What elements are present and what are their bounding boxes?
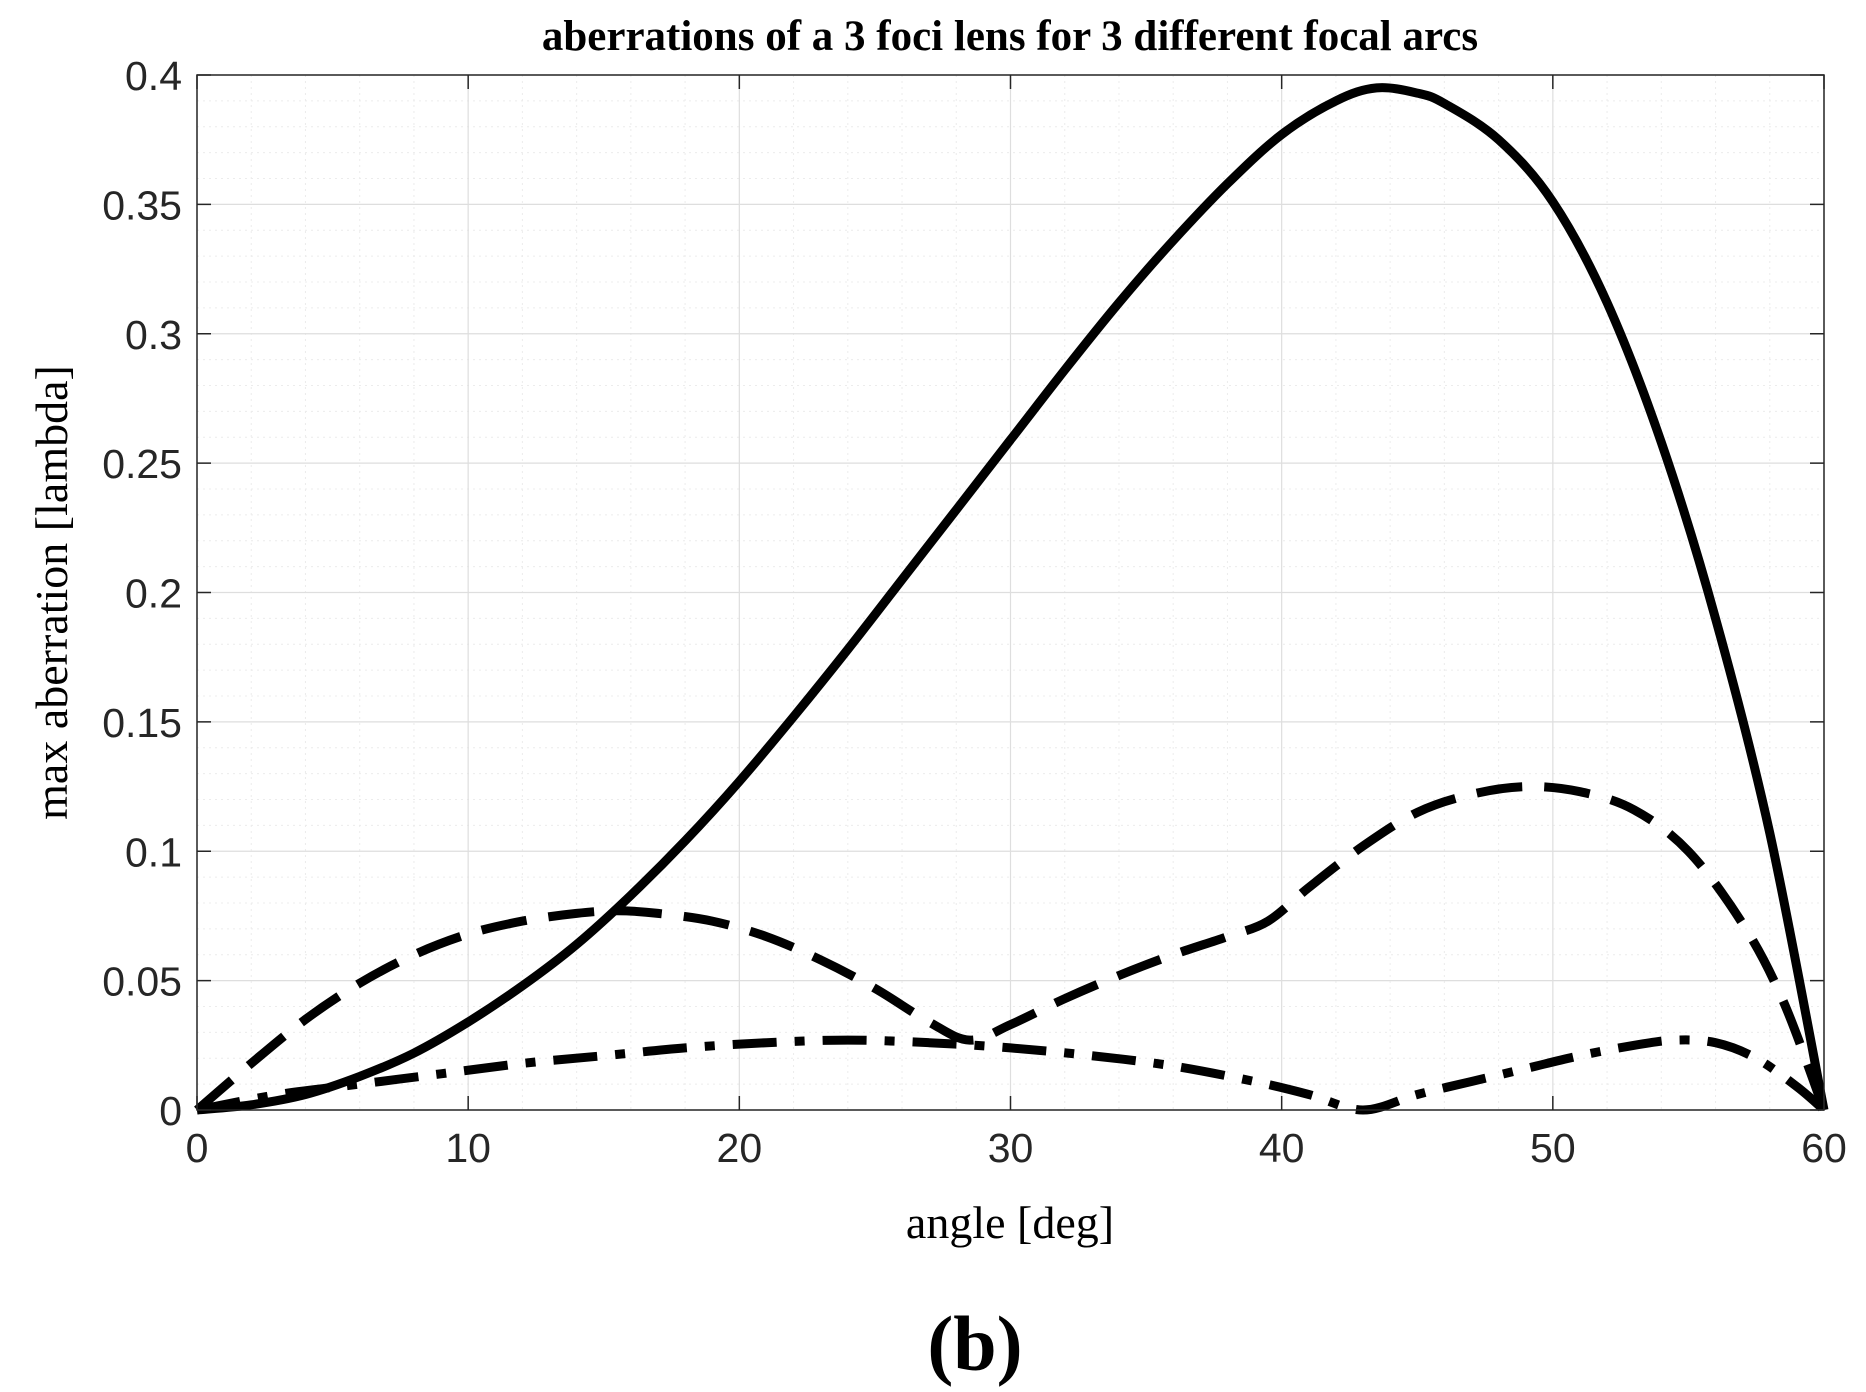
series-line-solid bbox=[196, 83, 1829, 1115]
series-line-dashed bbox=[194, 782, 1829, 1114]
x-tick-label: 20 bbox=[717, 1125, 763, 1171]
y-tick-label: 0.05 bbox=[102, 959, 182, 1005]
x-tick-label: 0 bbox=[186, 1125, 209, 1171]
y-tick-label: 0.1 bbox=[125, 829, 182, 875]
y-tick-label: 0.2 bbox=[125, 571, 182, 617]
y-axis-label: max aberration [lambda] bbox=[26, 365, 77, 820]
series-layer bbox=[194, 83, 1829, 1115]
y-tick-label: 0 bbox=[159, 1088, 182, 1134]
y-tick-label: 0.15 bbox=[102, 700, 182, 746]
x-tick-label: 30 bbox=[988, 1125, 1034, 1171]
y-tick-labels: 0 0.05 0.1 0.15 0.2 0.25 0.3 0.35 0.4 bbox=[102, 53, 182, 1134]
y-tick-label: 0.4 bbox=[125, 53, 182, 99]
x-axis-label: angle [deg] bbox=[906, 1197, 1114, 1248]
major-grid bbox=[196, 74, 1825, 1111]
x-tick-label: 60 bbox=[1801, 1125, 1847, 1171]
x-tick-label: 10 bbox=[445, 1125, 491, 1171]
panel-label: (b) bbox=[927, 1300, 1022, 1387]
series-line-dash-dot bbox=[196, 1035, 1827, 1115]
x-tick-labels: 0 10 20 30 40 50 60 bbox=[186, 1125, 1847, 1171]
tick-marks bbox=[196, 74, 1825, 1111]
y-tick-label: 0.25 bbox=[102, 441, 182, 487]
y-tick-label: 0.35 bbox=[102, 182, 182, 228]
x-tick-label: 40 bbox=[1259, 1125, 1305, 1171]
x-tick-label: 50 bbox=[1530, 1125, 1576, 1171]
chart-title: aberrations of a 3 foci lens for 3 diffe… bbox=[542, 13, 1478, 60]
y-tick-label: 0.3 bbox=[125, 312, 182, 358]
